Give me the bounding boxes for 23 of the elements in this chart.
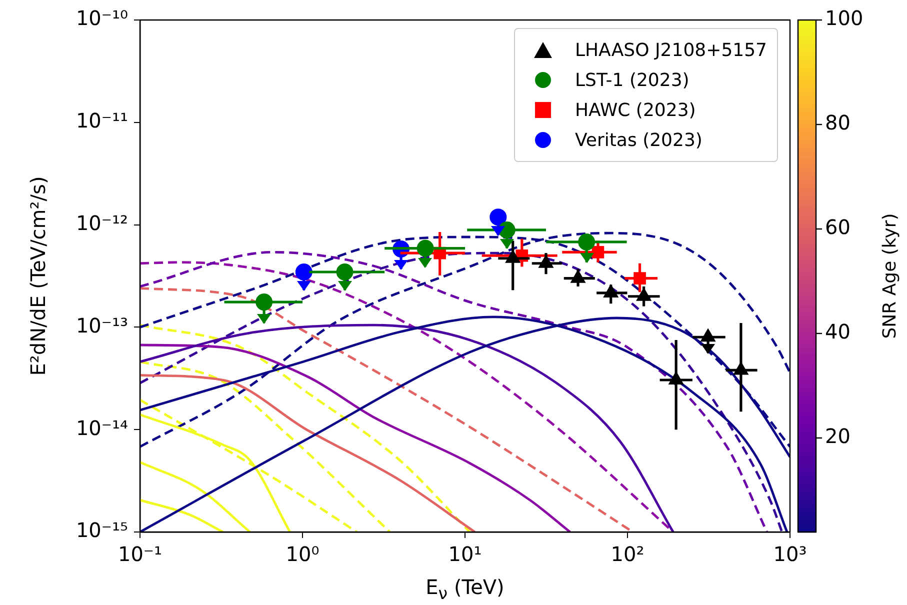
y-tick-label: 10⁻¹² — [76, 211, 128, 236]
x-tick-label: 10⁻¹ — [118, 542, 162, 566]
x-tick-label: 10³ — [773, 542, 807, 566]
y-tick-label: 10⁻¹⁰ — [76, 6, 128, 30]
color-bar-label: 100 — [825, 6, 864, 30]
x-tick-label: 10² — [610, 542, 644, 566]
y-tick-label: 10⁻¹⁴ — [76, 416, 128, 440]
x-axis-title: E$_{ν}$ (TeV) — [426, 575, 504, 603]
y-tick-label: 10⁻¹¹ — [76, 108, 128, 133]
legend-label: Veritas (2023) — [574, 130, 702, 150]
color-bar-label: 80 — [825, 110, 850, 135]
y-tick-label: 10⁻¹³ — [76, 313, 128, 338]
legend-label: HAWC (2023) — [574, 100, 696, 120]
color-bar-label: 40 — [825, 320, 850, 344]
legend-label: LST-1 (2023) — [574, 70, 690, 90]
x-tick-label: 10¹ — [448, 542, 482, 566]
legend-label: LHAASO J2108+5157 — [574, 40, 767, 60]
color-bar-label: 20 — [825, 424, 850, 448]
color-bar-label: 60 — [825, 215, 850, 240]
x-tick-label: 10⁰ — [286, 542, 320, 566]
y-tick-label: 10⁻¹⁵ — [76, 518, 128, 542]
y-axis-title: E²dN/dE (TeV/cm²/s) — [26, 176, 50, 376]
color-bar-title: SNR Age (kyr) — [880, 213, 901, 339]
